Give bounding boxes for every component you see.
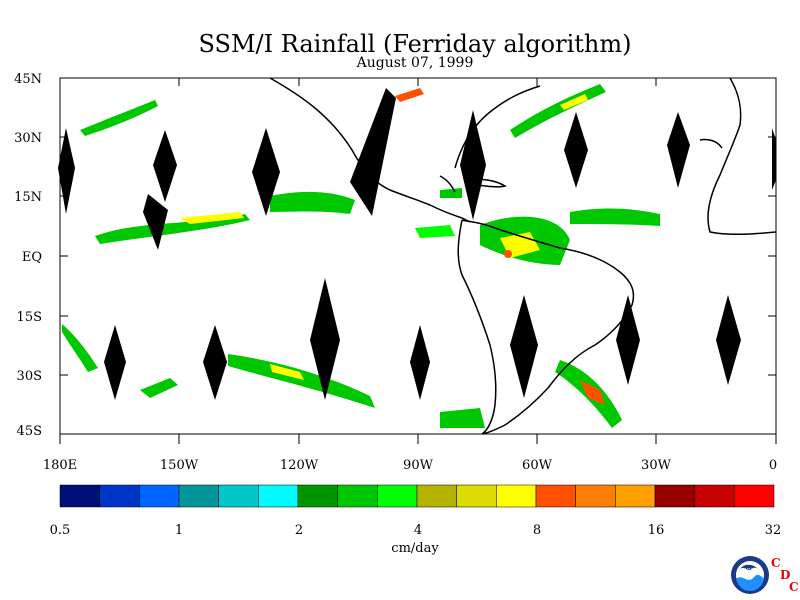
swath-gap	[564, 112, 588, 188]
rain-band-spcz	[228, 354, 375, 408]
colorbar-swatch	[59, 484, 100, 508]
swath-gap	[772, 128, 776, 190]
swath-gap	[460, 110, 486, 220]
lat-ticks	[60, 77, 776, 435]
lat-label-15n: 15N	[14, 190, 42, 205]
colorbar-swatch	[694, 484, 735, 508]
rain-cell	[504, 250, 512, 258]
colorbar-swatch	[654, 484, 695, 508]
swath-gap	[203, 325, 227, 400]
lat-label-30s: 30S	[16, 369, 42, 384]
rain-band-us	[440, 188, 462, 198]
rain-bands	[62, 84, 660, 428]
swath-gap	[510, 295, 538, 398]
rain-band-itcz-east	[415, 225, 455, 238]
cdc-letter: C	[789, 580, 799, 594]
swath-gap	[104, 325, 126, 400]
colorbar-swatch	[456, 484, 497, 508]
colorbar-swatch	[496, 484, 537, 508]
map-subtitle: August 07, 1999	[356, 55, 474, 71]
lat-label-eq: EQ	[21, 250, 42, 265]
swath-gap	[310, 278, 340, 400]
lon-ticks	[59, 78, 777, 444]
lat-label-45n: 45N	[14, 72, 42, 87]
cdc-letter: C	[771, 556, 781, 570]
colorbar-label: 32	[764, 523, 782, 538]
coastline-north-america	[269, 77, 541, 223]
lon-label-120w: 120W	[279, 458, 319, 473]
rain-band-atlantic	[570, 208, 660, 226]
rain-band-itcz-west-core	[180, 212, 244, 224]
map-title: SSM/I Rainfall (Ferriday algorithm)	[198, 30, 632, 58]
rain-band-south-pacific	[140, 378, 178, 398]
lon-label-180e: 180E	[42, 458, 78, 473]
swath-gaps	[58, 88, 776, 400]
rain-band-itcz-mid	[270, 191, 355, 214]
colorbar	[59, 484, 775, 508]
lon-label-90w: 90W	[403, 458, 433, 473]
colorbar-label: 0.5	[49, 523, 71, 538]
lat-label-30n: 30N	[14, 131, 42, 146]
rain-band-north-pacific	[80, 100, 158, 136]
colorbar-label: 2	[294, 523, 304, 538]
swath-gap	[616, 295, 640, 385]
swath-gap	[58, 128, 75, 214]
colorbar-swatch	[615, 484, 656, 508]
colorbar-swatch	[297, 484, 338, 508]
colorbar-label: 1	[174, 523, 184, 538]
rain-band-south-atlantic-core	[580, 380, 605, 405]
lon-label-150w: 150W	[159, 458, 199, 473]
colorbar-swatch	[99, 484, 140, 508]
coastlines	[269, 77, 777, 435]
colorbar-label: 8	[532, 523, 542, 538]
colorbar-label: 16	[647, 523, 665, 538]
lat-label-15s: 15S	[16, 310, 42, 325]
coastline-africa	[707, 77, 777, 236]
colorbar-swatch	[377, 484, 418, 508]
noaa-logo: NOAA	[731, 556, 769, 594]
lon-label-30w: 30W	[641, 458, 671, 473]
colorbar-swatch	[139, 484, 180, 508]
colorbar-swatch	[535, 484, 576, 508]
colorbar-units: cm/day	[391, 541, 439, 556]
swath-gap	[143, 194, 168, 250]
rain-band-gulf	[395, 88, 424, 102]
swath-gap	[667, 112, 690, 188]
svg-text:NOAA: NOAA	[743, 568, 758, 574]
lon-label-60w: 60W	[522, 458, 552, 473]
colorbar-swatch	[258, 484, 299, 508]
rain-band-south-america-south	[440, 408, 485, 428]
colorbar-swatch	[218, 484, 259, 508]
coastline-africa-west	[699, 138, 723, 149]
cdc-letter: D	[780, 568, 791, 582]
colorbar-swatch	[416, 484, 457, 508]
swath-gap	[252, 128, 280, 216]
lon-label-0: 0	[768, 458, 778, 473]
colorbar-swatch	[734, 484, 775, 508]
swath-gap	[410, 325, 430, 400]
coastline-south-america	[457, 219, 635, 435]
colorbar-swatch	[337, 484, 378, 508]
rain-band-north-atlantic-core	[560, 94, 588, 110]
colorbar-swatch	[178, 484, 219, 508]
lat-label-45s: 45S	[16, 424, 42, 439]
swath-gap	[153, 130, 177, 202]
rain-band-southwest	[62, 324, 98, 372]
rain-band-spcz-core	[270, 364, 304, 380]
swath-gap	[716, 295, 741, 385]
colorbar-label: 4	[413, 523, 423, 538]
swath-gap	[350, 88, 396, 216]
colorbar-swatch	[575, 484, 616, 508]
